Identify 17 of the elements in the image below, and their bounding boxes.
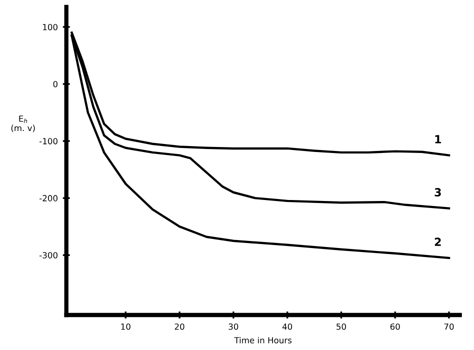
x-tick-label: 30 (228, 323, 238, 330)
y-axis-title: E$_{h}$ (m. v) (11, 116, 35, 132)
y-tick-label: -200 (40, 195, 58, 202)
x-tick-label: 10 (121, 323, 130, 330)
y-tick-label: 0 (53, 80, 58, 88)
x-tick-label: 40 (282, 323, 292, 330)
x-tick-label: 60 (390, 323, 400, 330)
series-label: 1 (435, 135, 441, 144)
series-label: 3 (434, 188, 441, 196)
x-tick-label: 50 (336, 323, 346, 330)
x-tick-label: 70 (444, 323, 454, 330)
series-label: 2 (434, 238, 441, 246)
y-tick-label: -300 (40, 252, 58, 258)
y-tick-label: -100 (40, 138, 58, 144)
y-tick-label: 100 (43, 24, 58, 30)
x-axis-title: Time in Hours (234, 336, 292, 344)
x-tick-label: 20 (174, 323, 184, 330)
